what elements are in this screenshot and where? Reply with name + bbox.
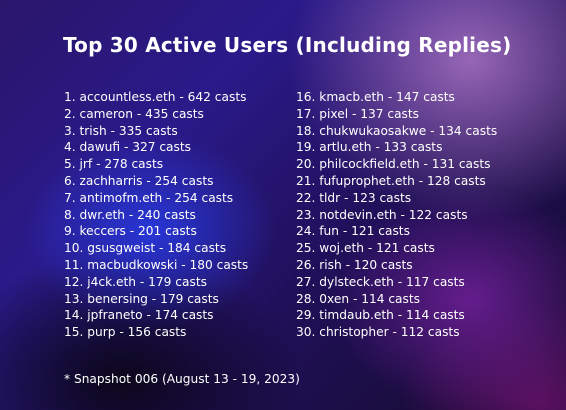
list-item: 12. j4ck.eth - 179 casts [64, 274, 207, 289]
list-item: 10. gsusgweist - 184 casts [64, 241, 227, 256]
list-item: 1. accountless.eth - 642 casts [64, 90, 247, 104]
list-item: 15. purp - 156 casts [64, 325, 187, 340]
list-item: 30. christopher - 112 casts [296, 325, 460, 340]
list-item: 11. macbudkowski - 180 casts [64, 257, 249, 272]
list-item: 16. kmacb.eth - 147 casts [296, 90, 455, 104]
list-item: 8. dwr.eth - 240 casts [64, 207, 196, 222]
list-item: 28. 0xen - 114 casts [296, 291, 420, 306]
snapshot-footnote: * Snapshot 006 (August 13 - 19, 2023) [64, 372, 300, 386]
list-item: 5. jrf - 278 casts [64, 157, 164, 172]
list-item: 9. keccers - 201 casts [64, 224, 197, 239]
list-item: 19. artlu.eth - 133 casts [296, 140, 443, 155]
list-item: 23. notdevin.eth - 122 casts [296, 207, 468, 222]
list-item: 17. pixel - 137 casts [296, 106, 420, 121]
page-title: Top 30 Active Users (Including Replies) [63, 33, 512, 57]
users-list-right: 16. kmacb.eth - 147 casts 17. pixel - 13… [296, 89, 497, 341]
list-item: 4. dawufi - 327 casts [64, 140, 192, 155]
list-item: 13. benersing - 179 casts [64, 291, 219, 306]
list-item: 3. trish - 335 casts [64, 123, 178, 138]
list-item: 26. rish - 120 casts [296, 257, 413, 272]
list-item: 6. zachharris - 254 casts [64, 173, 214, 188]
list-item: 27. dylsteck.eth - 117 casts [296, 274, 465, 289]
list-item: 20. philcockfield.eth - 131 casts [296, 157, 491, 172]
list-item: 24. fun - 121 casts [296, 224, 410, 239]
list-item: 18. chukwukaosakwe - 134 casts [296, 123, 498, 138]
list-item: 7. antimofm.eth - 254 casts [64, 190, 234, 205]
list-item: 25. woj.eth - 121 casts [296, 241, 435, 256]
list-item: 22. tldr - 123 casts [296, 190, 412, 205]
list-item: 14. jpfraneto - 174 casts [64, 308, 214, 323]
list-item: 21. fufuprophet.eth - 128 casts [296, 173, 486, 188]
list-item: 2. cameron - 435 casts [64, 106, 204, 121]
list-item: 29. timdaub.eth - 114 casts [296, 308, 465, 323]
users-list-left: 1. accountless.eth - 642 casts 2. camero… [64, 89, 248, 341]
